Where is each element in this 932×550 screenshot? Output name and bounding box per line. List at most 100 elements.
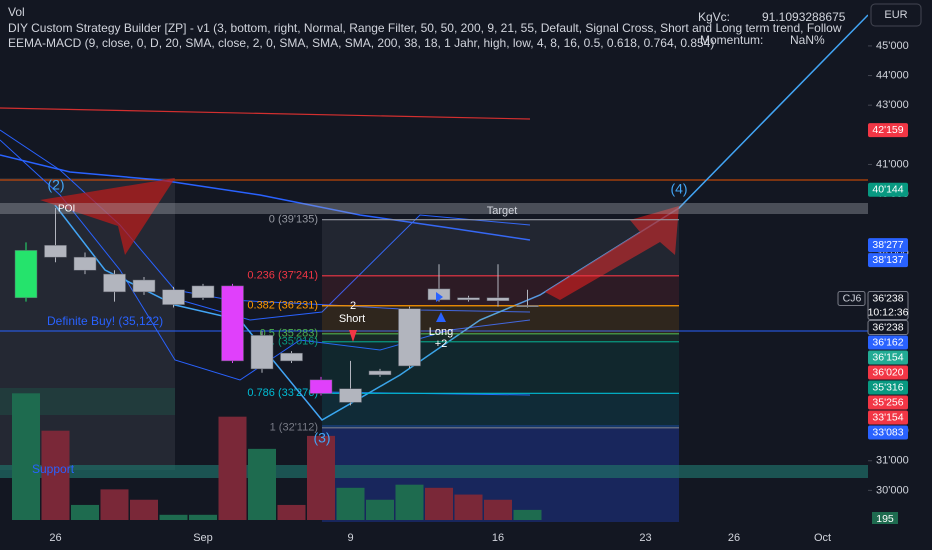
y-tick-label: 43'000: [876, 99, 909, 111]
price-label: 33'083: [872, 426, 903, 438]
fib-label: 0.786 (33'276): [247, 387, 318, 399]
volume-bar: [454, 494, 483, 520]
price-label-box: [868, 335, 908, 350]
price-label-box: [868, 253, 908, 268]
annotation: (3): [313, 430, 330, 446]
price-label-box: [868, 425, 908, 440]
signal-icon: [436, 312, 446, 322]
currency[interactable]: EUR: [884, 9, 907, 21]
price-label: 36'238: [872, 292, 903, 304]
fib-label: 0.236 (37'241): [247, 270, 318, 282]
price-label-box: [868, 395, 908, 410]
volume-bar: [100, 489, 129, 520]
fib-label: 0. (35'016): [266, 336, 318, 348]
price-label-box: [868, 238, 908, 253]
volume-bar: [71, 504, 99, 520]
annotation: 2: [350, 300, 356, 312]
fib-band: [322, 275, 679, 306]
indicator-title: EEMA-MACD (9, close, 0, D, 20, SMA, clos…: [8, 36, 714, 50]
x-tick-label: 23: [639, 532, 651, 544]
y-tick-label: 31'000: [876, 455, 909, 467]
price-label: 40'144: [872, 184, 903, 196]
candle-body: [221, 285, 244, 362]
x-tick-label: 16: [492, 532, 504, 544]
annotation: Support: [32, 462, 75, 476]
volume-bar: [307, 435, 335, 520]
signal-icon: [436, 292, 443, 302]
volume-bar: [189, 514, 217, 520]
volume-bar: [277, 504, 306, 520]
price-label-box: [868, 350, 908, 365]
annotation: POI: [58, 204, 75, 215]
drawings: [0, 14, 869, 522]
price-label: 42'159: [872, 124, 903, 136]
symbol: CJ6: [843, 292, 862, 304]
candle-body: [280, 352, 303, 362]
arrow: [545, 206, 679, 300]
annotation: (2): [47, 177, 64, 193]
annotation: (4): [670, 181, 687, 197]
fib-band: [322, 341, 679, 394]
candle-body: [162, 289, 185, 305]
y-tick-label: 41'000: [876, 158, 909, 170]
volume-bar: [336, 487, 365, 520]
annotation: Short: [339, 313, 365, 325]
x-tick-label: Oct: [814, 532, 831, 544]
y-tick-label: 30'000: [876, 484, 909, 496]
y-tick-label: 44'000: [876, 69, 909, 81]
price-label: 36'162: [872, 336, 903, 348]
table-label: KgVc:: [698, 10, 730, 24]
price-label: 36'020: [872, 366, 903, 378]
x-tick-label: 9: [347, 532, 353, 544]
price-label-box: [868, 380, 908, 395]
annotation: Target: [487, 205, 518, 217]
annotation: Long: [429, 326, 453, 338]
candle-body: [191, 285, 215, 299]
x-tick-label: Sep: [193, 532, 213, 544]
volume-bar: [12, 393, 40, 520]
currency-button[interactable]: [870, 3, 922, 27]
price-label: 36'238: [872, 321, 903, 333]
fib-band: [322, 219, 679, 276]
candle-body: [132, 279, 156, 293]
volume-bar: [218, 416, 247, 520]
volume-bar: [395, 484, 424, 520]
candle-body: [368, 370, 392, 376]
support-zone: [0, 465, 868, 478]
volume-label-box: [872, 512, 898, 526]
table-label: Momentum:: [700, 33, 763, 47]
candle-body: [486, 297, 510, 301]
x-tick-label: 26: [728, 532, 740, 544]
ma-line: [0, 154, 531, 241]
trend-line: [0, 107, 531, 120]
target-band: [0, 203, 868, 214]
symbol-box: [837, 291, 866, 307]
price-label-box: [867, 291, 909, 321]
band-line: [0, 139, 531, 381]
table-value: 91.1093288675: [762, 10, 846, 24]
price-label-box: [867, 320, 909, 336]
fib-label: 0.382 (36'231): [247, 300, 318, 312]
time-axis: [0, 524, 932, 550]
price-label-box: [868, 410, 908, 425]
candle-body: [516, 305, 539, 307]
candle-body: [398, 308, 421, 367]
volume-bar: [248, 448, 276, 520]
fib-label: 1 (32'112): [270, 422, 318, 434]
price-axis: [868, 0, 932, 550]
candle-body: [73, 256, 97, 271]
candle-body: [339, 388, 362, 403]
candle-body: [14, 250, 38, 299]
price-label: 36'154: [872, 351, 903, 363]
fib-label: 0 (39'135): [269, 214, 318, 226]
volume-label: 195: [876, 513, 894, 525]
annotation: +2: [435, 338, 448, 350]
price-label: 35'256: [872, 396, 903, 408]
indicator-title: Vol: [8, 5, 25, 19]
price-label: 38'277: [872, 239, 903, 251]
countdown: 10:12:36: [868, 306, 909, 318]
volume-bar: [513, 509, 542, 520]
volume-bar: [366, 499, 394, 520]
volume-bar: [41, 430, 70, 520]
price-label: 38'137: [872, 254, 903, 266]
